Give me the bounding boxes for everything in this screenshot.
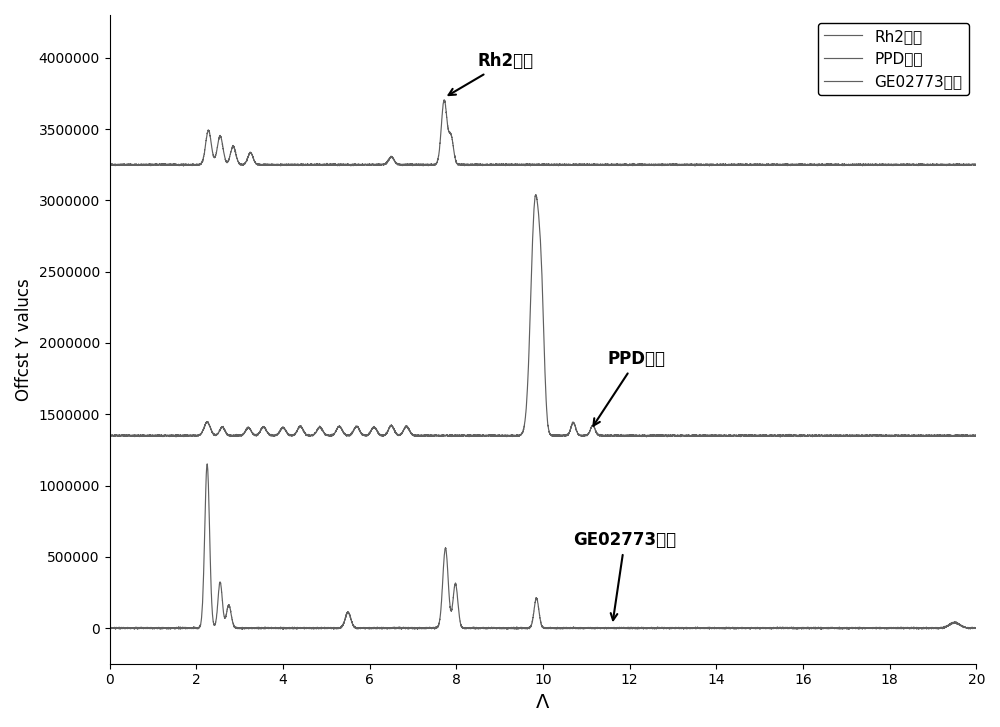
GE02773反应 [155, 624, 167, 632]
Text: GE02773反应: GE02773反应 [573, 531, 676, 620]
PPD标品 [170, 433, 182, 441]
X-axis label: Λ: Λ [536, 693, 550, 712]
Rh2标品 [527, 160, 539, 169]
Rh2标品 [689, 161, 701, 170]
GE02773反应 [970, 624, 982, 632]
GE02773反应 [201, 459, 213, 468]
PPD标品 [104, 432, 116, 441]
GE02773反应 [527, 610, 539, 619]
Rh2标品 [108, 161, 120, 169]
Text: PPD标品: PPD标品 [593, 350, 666, 425]
PPD标品 [274, 427, 286, 436]
Rh2标品 [140, 160, 152, 169]
Rh2标品 [970, 161, 982, 169]
PPD标品 [924, 432, 936, 441]
PPD标品 [970, 431, 982, 440]
GE02773反应 [104, 624, 116, 632]
GE02773反应 [815, 625, 827, 634]
Rh2标品 [155, 160, 167, 169]
Rh2标品 [924, 160, 936, 169]
PPD标品 [155, 431, 167, 440]
Y-axis label: Offcst Y valucs: Offcst Y valucs [15, 278, 33, 401]
Line: PPD标品: PPD标品 [110, 195, 976, 437]
GE02773反应 [140, 624, 152, 632]
PPD标品 [530, 190, 542, 199]
Rh2标品 [274, 161, 286, 169]
PPD标品 [527, 216, 539, 225]
GE02773反应 [108, 623, 120, 632]
Line: GE02773反应: GE02773反应 [110, 464, 976, 630]
PPD标品 [140, 431, 152, 440]
Line: Rh2标品: Rh2标品 [110, 100, 976, 166]
Legend: Rh2标品, PPD标品, GE02773反应: Rh2标品, PPD标品, GE02773反应 [818, 23, 969, 95]
PPD标品 [108, 431, 120, 440]
GE02773反应 [924, 624, 936, 632]
Text: Rh2标品: Rh2标品 [449, 52, 534, 95]
GE02773反应 [274, 624, 286, 632]
Rh2标品 [104, 161, 116, 169]
Rh2标品 [438, 95, 450, 104]
